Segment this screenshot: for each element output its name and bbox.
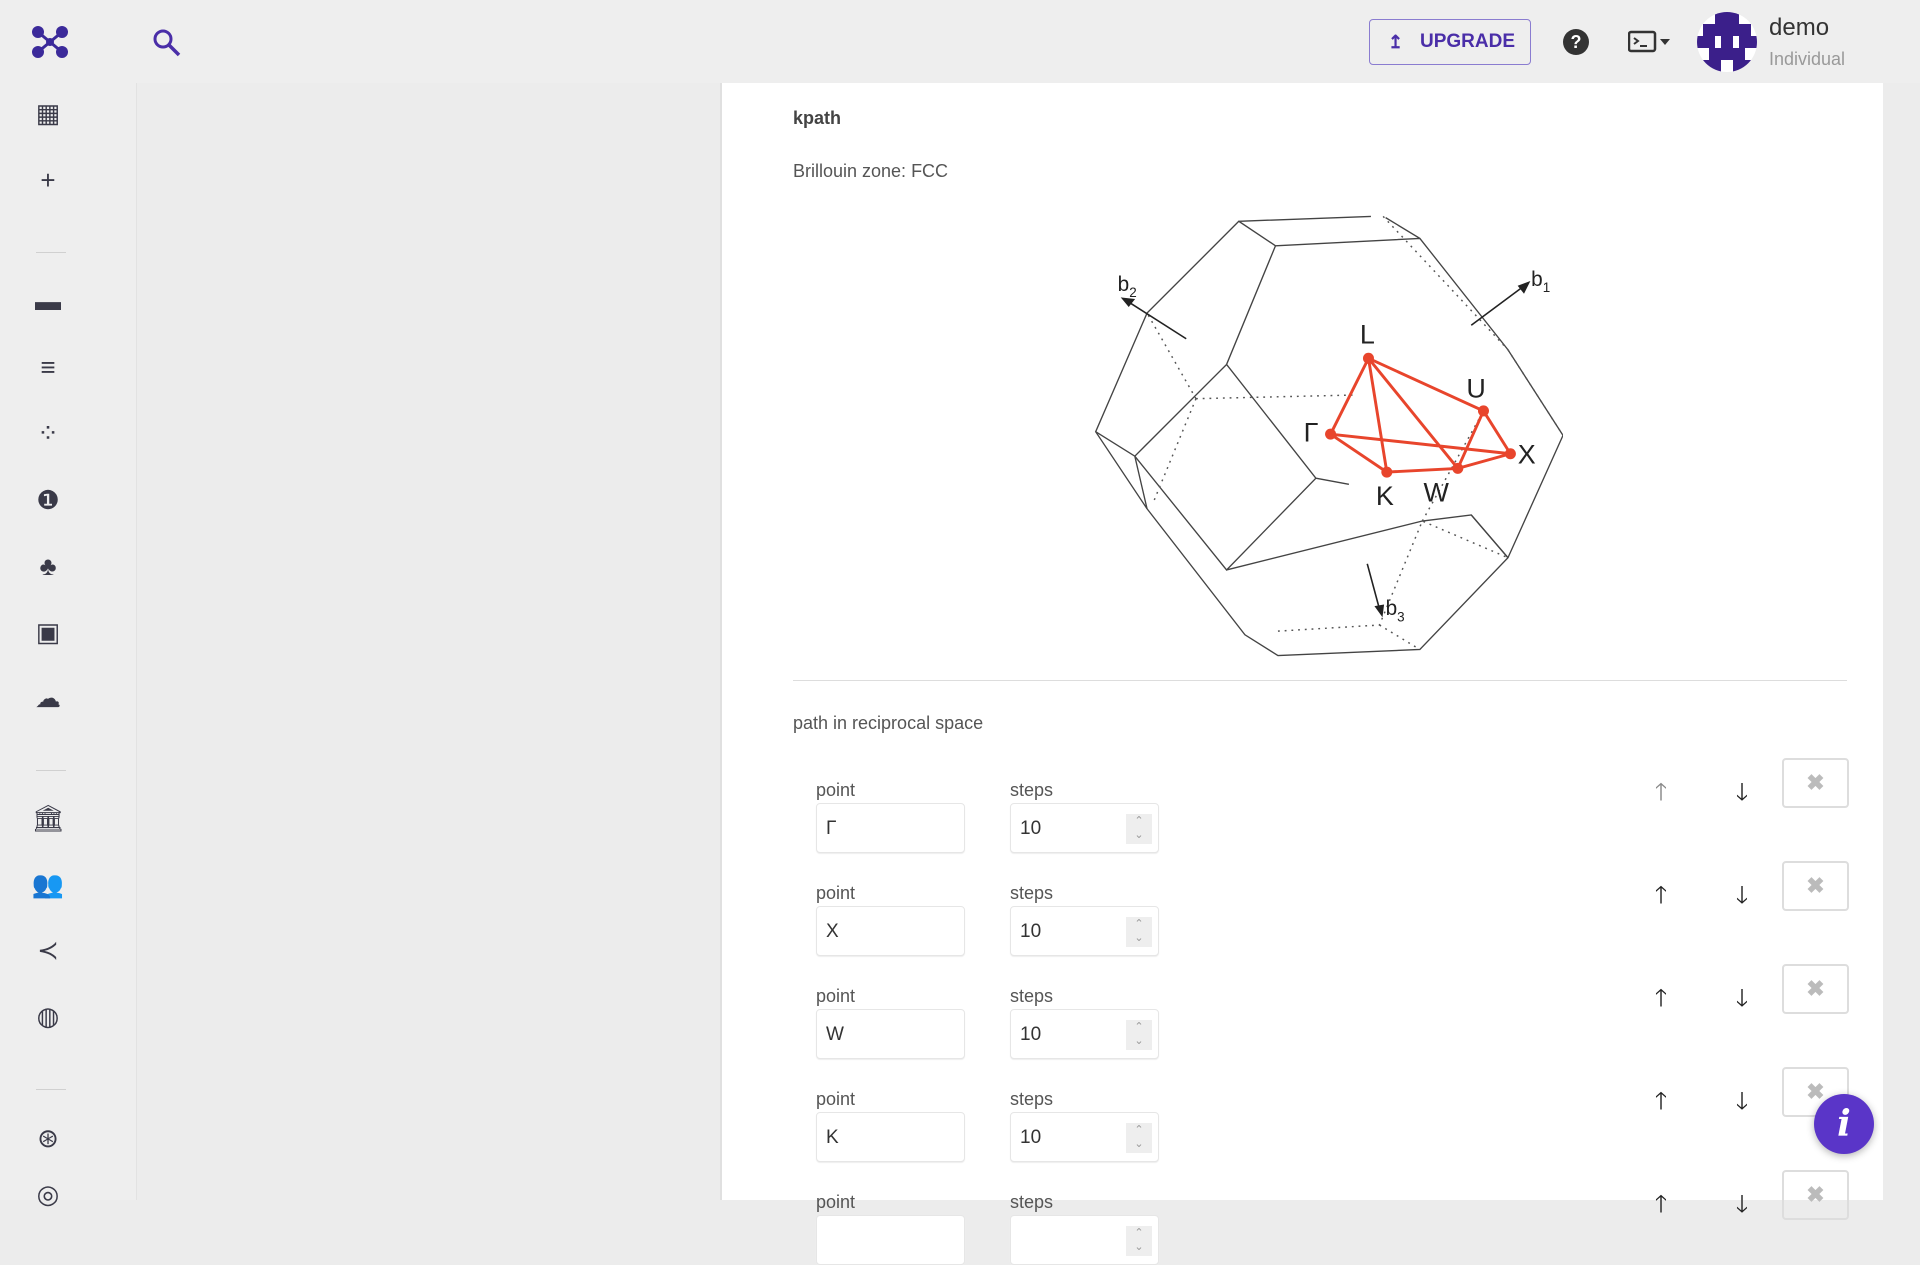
materials-icon[interactable]: ⁘ <box>37 417 59 448</box>
move-up-button[interactable]: 🡑 <box>1654 1191 1668 1218</box>
sidebar-divider <box>36 1089 66 1090</box>
search-icon[interactable] <box>152 28 182 58</box>
label-w: W <box>1424 477 1450 507</box>
steps-label: steps <box>1010 883 1054 903</box>
point-label: point <box>816 1192 856 1212</box>
point-k <box>1381 466 1393 478</box>
point-input[interactable] <box>816 1215 965 1265</box>
steps-label: steps <box>1010 1089 1054 1109</box>
label-k: K <box>1376 481 1394 511</box>
move-down-button[interactable]: 🡓 <box>1735 779 1749 806</box>
user-name[interactable]: demo <box>1769 14 1830 41</box>
steps-input[interactable]: 10 ⌃ ⌄ <box>1010 906 1159 956</box>
path-title: path in reciprocal space <box>793 713 984 733</box>
organization-icon[interactable]: 🏛 <box>31 802 65 833</box>
kpath-panel: kpath Brillouin zone: FCC b2 b1 b3 L <box>720 83 1883 1265</box>
steps-label: steps <box>1010 986 1054 1006</box>
steps-input[interactable]: 10 ⌃ ⌄ <box>1010 1009 1159 1059</box>
point-w <box>1452 462 1464 474</box>
dashboard-icon[interactable]: ▦ <box>35 97 61 128</box>
point-input[interactable]: X <box>816 906 965 956</box>
point-input[interactable]: W <box>816 1009 965 1059</box>
vector-b3-label: b3 <box>1386 597 1405 624</box>
steps-spinner[interactable]: ⌃ ⌄ <box>1126 814 1152 844</box>
point-input[interactable]: K <box>816 1112 965 1162</box>
label-gamma: Γ <box>1304 418 1319 448</box>
projects-icon[interactable]: ♣ <box>39 550 57 581</box>
steps-label: steps <box>1010 780 1054 800</box>
upload-icon[interactable]: ☁ <box>35 682 61 713</box>
steps-input[interactable]: 10 ⌃ ⌄ <box>1010 803 1159 853</box>
info-button[interactable]: i <box>1814 1094 1874 1154</box>
steps-spinner[interactable]: ⌃ ⌄ <box>1126 1226 1152 1256</box>
sidebar-divider <box>36 770 66 771</box>
upgrade-button[interactable]: ↥ UPGRADE <box>1369 19 1531 65</box>
label-l: L <box>1360 320 1375 350</box>
user-plan: Individual <box>1769 49 1846 69</box>
remove-point-button[interactable]: ✖ <box>1782 964 1849 1014</box>
brillouin-zone-diagram: b2 b1 b3 L U Γ X K W <box>1094 215 1563 657</box>
move-down-button[interactable]: 🡓 <box>1735 1088 1749 1115</box>
point-l <box>1362 352 1374 364</box>
move-up-button[interactable]: 🡑 <box>1654 1088 1668 1115</box>
sidebar <box>0 83 137 1200</box>
explore-icon[interactable]: ◍ <box>36 1000 60 1031</box>
terminal-icon[interactable] <box>1628 30 1672 54</box>
point-label: point <box>816 986 856 1006</box>
point-input[interactable]: Γ <box>816 803 965 853</box>
svg-text:?: ? <box>1571 32 1582 52</box>
point-label: point <box>816 1089 856 1109</box>
help-icon[interactable]: ? <box>1562 28 1590 56</box>
settings-icon[interactable]: ◎ <box>36 1178 60 1209</box>
steps-spinner[interactable]: ⌃ ⌄ <box>1126 1123 1152 1153</box>
move-down-button[interactable]: 🡓 <box>1735 985 1749 1012</box>
help-support-icon[interactable]: ⊛ <box>37 1122 59 1153</box>
folder-icon[interactable]: ▬ <box>35 285 61 316</box>
label-u: U <box>1466 373 1485 403</box>
sidebar-divider <box>36 252 66 253</box>
point-label: point <box>816 883 856 903</box>
bz-label: Brillouin zone: FCC <box>793 161 949 181</box>
move-up-button[interactable]: 🡑 <box>1654 985 1668 1012</box>
point-label: point <box>816 780 856 800</box>
section-title: kpath <box>793 108 842 128</box>
move-down-button[interactable]: 🡓 <box>1735 1191 1749 1218</box>
avatar[interactable] <box>1697 12 1757 72</box>
vector-b1-label: b1 <box>1531 268 1550 295</box>
label-x: X <box>1518 440 1536 470</box>
shared-icon[interactable]: ≺ <box>37 934 59 965</box>
teams-icon[interactable]: 👥 <box>31 868 65 899</box>
steps-input[interactable]: ⌃ ⌄ <box>1010 1215 1159 1265</box>
move-up-button[interactable]: 🡑 <box>1654 779 1668 806</box>
vector-b2-label: b2 <box>1118 273 1137 300</box>
top-bar: ↥ UPGRADE ? demo Individual <box>0 0 1920 83</box>
workflows-icon[interactable]: ❶ <box>36 484 60 515</box>
move-up-button[interactable]: 🡑 <box>1654 882 1668 909</box>
steps-spinner[interactable]: ⌃ ⌄ <box>1126 1020 1152 1050</box>
jobs-icon[interactable]: ≡ <box>40 351 56 382</box>
point-x <box>1504 448 1516 460</box>
app-logo-icon[interactable] <box>32 26 68 58</box>
remove-point-button[interactable]: ✖ <box>1782 758 1849 808</box>
steps-input[interactable]: 10 ⌃ ⌄ <box>1010 1112 1159 1162</box>
remove-point-button[interactable]: ✖ <box>1782 861 1849 911</box>
point-u <box>1477 405 1489 417</box>
dropbox-icon[interactable]: ▣ <box>35 616 61 647</box>
point-gamma <box>1325 428 1337 440</box>
remove-point-button[interactable]: ✖ <box>1782 1170 1849 1220</box>
divider <box>793 680 1847 681</box>
move-down-button[interactable]: 🡓 <box>1735 882 1749 909</box>
add-icon[interactable]: + <box>40 164 56 195</box>
upload-arrow-icon: ↥ <box>1388 32 1404 52</box>
steps-spinner[interactable]: ⌃ ⌄ <box>1126 917 1152 947</box>
steps-label: steps <box>1010 1192 1054 1212</box>
